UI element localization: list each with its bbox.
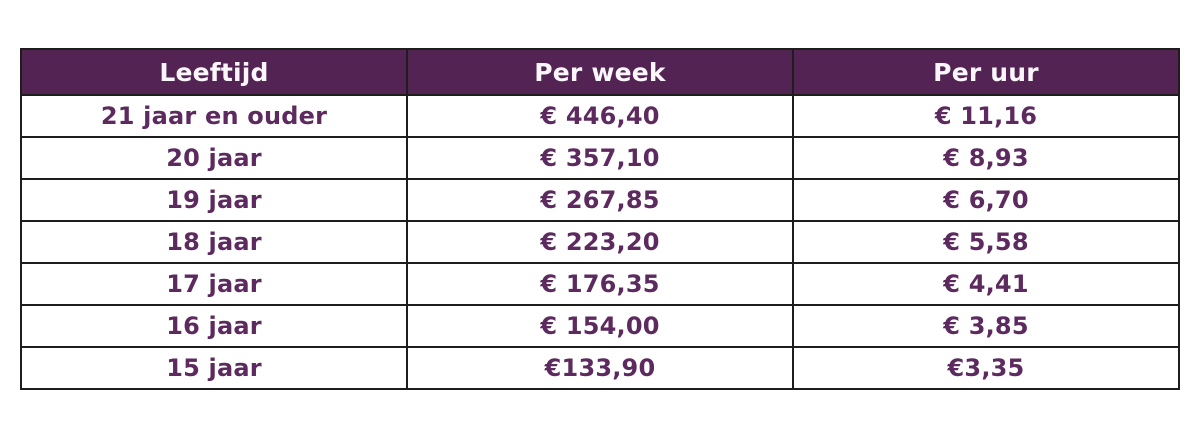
- leeftijd-cell: 20 jaar: [20, 136, 408, 180]
- per-uur-cell: €3,35: [792, 346, 1180, 390]
- per-uur-cell: € 3,85: [792, 304, 1180, 348]
- table-row: 21 jaar en ouder € 446,40 € 11,16: [20, 94, 1180, 138]
- per-uur-cell: € 11,16: [792, 94, 1180, 138]
- table-body: 21 jaar en ouder € 446,40 € 11,16 20 jaar € …: [20, 94, 1180, 390]
- per-week-cell: € 176,35: [406, 262, 794, 306]
- leeftijd-cell: 18 jaar: [20, 220, 408, 264]
- header-cell-per-uur: Per uur: [792, 48, 1180, 96]
- per-week-cell: € 357,10: [406, 136, 794, 180]
- per-week-cell: € 446,40: [406, 94, 794, 138]
- leeftijd-cell: 16 jaar: [20, 304, 408, 348]
- leeftijd-cell: 19 jaar: [20, 178, 408, 222]
- per-week-cell: € 223,20: [406, 220, 794, 264]
- per-week-cell: € 154,00: [406, 304, 794, 348]
- table-row: 18 jaar € 223,20 € 5,58: [20, 220, 1180, 264]
- per-uur-cell: € 5,58: [792, 220, 1180, 264]
- table-row: 20 jaar € 357,10 € 8,93: [20, 136, 1180, 180]
- leeftijd-cell: 17 jaar: [20, 262, 408, 306]
- per-uur-cell: € 4,41: [792, 262, 1180, 306]
- header-cell-per-week: Per week: [406, 48, 794, 96]
- minimum-wage-table: Leeftijd Per week Per uur 21 jaar en oud…: [20, 48, 1180, 390]
- leeftijd-cell: 21 jaar en ouder: [20, 94, 408, 138]
- per-uur-cell: € 8,93: [792, 136, 1180, 180]
- table-row: 19 jaar € 267,85 € 6,70: [20, 178, 1180, 222]
- header-cell-leeftijd: Leeftijd: [20, 48, 408, 96]
- table-row: 15 jaar €133,90 €3,35: [20, 346, 1180, 390]
- leeftijd-cell: 15 jaar: [20, 346, 408, 390]
- header-row: Leeftijd Per week Per uur: [20, 48, 1180, 96]
- per-uur-cell: € 6,70: [792, 178, 1180, 222]
- table-row: 17 jaar € 176,35 € 4,41: [20, 262, 1180, 306]
- table-row: 16 jaar € 154,00 € 3,85: [20, 304, 1180, 348]
- per-week-cell: €133,90: [406, 346, 794, 390]
- per-week-cell: € 267,85: [406, 178, 794, 222]
